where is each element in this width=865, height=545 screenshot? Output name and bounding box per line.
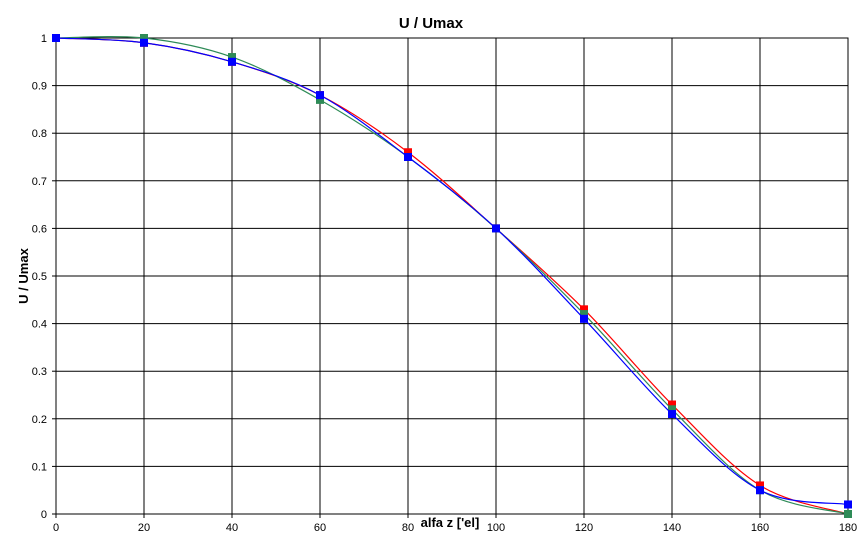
- data-point: [404, 153, 412, 161]
- data-point: [580, 305, 588, 314]
- data-point: [140, 38, 148, 47]
- y-tick-label: 0.8: [32, 128, 47, 140]
- data-point: [140, 34, 148, 42]
- y-axis-title: U / Umax: [16, 247, 31, 303]
- chart-title: U / Umax: [399, 15, 464, 32]
- y-tick-label: 0.5: [32, 271, 47, 283]
- data-point: [668, 405, 676, 414]
- x-tick-label: 140: [663, 522, 681, 534]
- data-point: [492, 224, 500, 233]
- x-tick-label: 120: [575, 522, 593, 534]
- data-point: [756, 481, 764, 490]
- x-tick-label: 40: [226, 522, 238, 534]
- y-tick-label: 0.3: [32, 366, 47, 378]
- x-tick-label: 0: [53, 522, 59, 534]
- x-tick-label: 160: [751, 522, 769, 534]
- data-point: [228, 57, 236, 66]
- data-point: [668, 410, 676, 419]
- data-point: [580, 310, 588, 319]
- plot-frame: [55, 37, 849, 515]
- y-tick-label: 1: [41, 33, 47, 45]
- y-tick-label: 0.2: [32, 414, 47, 426]
- data-point: [580, 314, 588, 323]
- series-line: [55, 37, 849, 506]
- x-tick-label: 20: [138, 522, 150, 534]
- data-point: [756, 486, 764, 495]
- x-tick-label: 100: [487, 522, 505, 534]
- x-tick-label: 180: [839, 522, 857, 534]
- data-point: [404, 148, 412, 157]
- x-tick-label: 80: [402, 522, 414, 534]
- y-tick-label: 0.6: [32, 223, 47, 235]
- y-tick-label: 0.7: [32, 176, 47, 188]
- series-layer: [52, 34, 852, 518]
- data-point: [844, 510, 852, 518]
- data-point: [316, 95, 324, 104]
- data-point: [228, 53, 236, 62]
- data-point: [844, 500, 852, 509]
- series-2: [52, 34, 852, 509]
- axes: 0 20 40 60 80 100 120 140 160 180 0 0.1 0.2 0.3 0.4 0.5…: [32, 33, 857, 534]
- data-point: [316, 91, 324, 100]
- y-tick-label: 0: [41, 509, 47, 521]
- x-axis-title: alfa z ['el]: [421, 515, 480, 530]
- data-point: [52, 34, 60, 42]
- data-point: [668, 400, 676, 409]
- y-tick-label: 0.9: [32, 81, 47, 93]
- y-tick-label: 0.4: [32, 319, 47, 331]
- x-tick-label: 60: [314, 522, 326, 534]
- y-tick-label: 0.1: [32, 461, 47, 473]
